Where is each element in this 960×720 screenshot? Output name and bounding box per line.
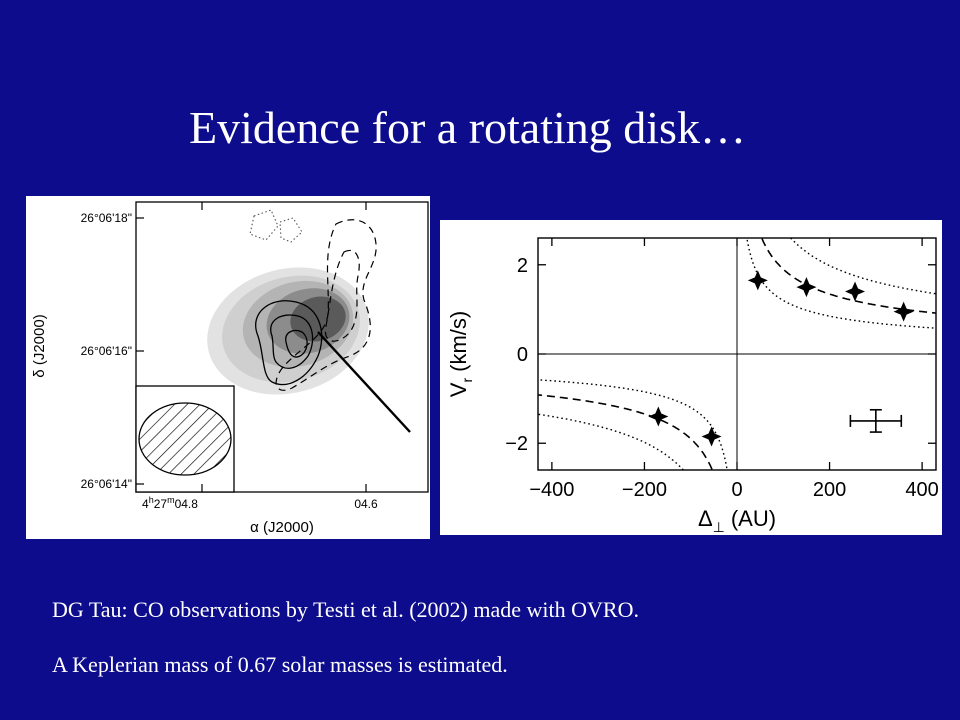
map-ylabel: δ (J2000)	[31, 314, 48, 377]
x-tick-label: 200	[813, 479, 846, 501]
x-tick-label: 400	[905, 479, 938, 501]
solid-contour-outer	[255, 300, 323, 386]
data-point	[796, 277, 817, 298]
data-point	[845, 281, 866, 302]
x-tick-label: 0	[731, 479, 742, 501]
dotted-contour-2	[279, 217, 303, 243]
caption-line-2: A Keplerian mass of 0.67 solar masses is…	[52, 652, 508, 677]
zero-lines	[538, 238, 936, 470]
plot-ylabel: Vr(km/s)	[446, 311, 475, 397]
map-xlabel: α (J2000)	[250, 519, 314, 536]
model-curve-dotted	[537, 413, 684, 471]
plot-xlabel: Δ⊥ (AU)	[698, 506, 776, 535]
x-tick-label: −400	[529, 479, 574, 501]
data-point	[701, 426, 722, 447]
contour-map-panel: 26°06'18" 26°06'16" 26°06'14" 4h27m04.8 …	[26, 196, 430, 539]
solid-contour-inner	[285, 329, 308, 358]
rotation-curve-svg: −400 −200 0 200 400 −2 0 2 Δ⊥ (AU) Vr(km/s)	[446, 237, 939, 535]
data-points	[648, 270, 914, 447]
map-frame	[135, 201, 429, 493]
y-tick-label: 2	[517, 255, 528, 277]
slide-title: Evidence for a rotating disk…	[189, 102, 746, 153]
model-curve-dotted	[790, 237, 937, 295]
y-tick-label: −2	[505, 433, 528, 455]
synthesized-beam	[138, 402, 232, 476]
map-xtick-label-1: 4h27m04.8	[142, 495, 198, 511]
typical-error-bar	[849, 408, 903, 433]
data-point	[747, 270, 768, 291]
plot-ticks: −400 −200 0 200 400 −2 0 2	[505, 238, 939, 501]
solid-contour-middle	[270, 314, 314, 369]
dashed-contour-inner	[324, 249, 360, 342]
data-point	[893, 301, 914, 322]
dotted-contour-1	[249, 209, 279, 241]
map-ytick-label: 26°06'18"	[81, 211, 132, 225]
map-ticks	[136, 202, 367, 492]
model-curve-dotted	[746, 239, 937, 329]
caption-line-1: DG Tau: CO observations by Testi et al. …	[52, 597, 639, 622]
map-ytick-label: 26°06'14"	[81, 477, 132, 491]
model-curve-dashed	[537, 394, 713, 470]
rotation-curve-panel: −400 −200 0 200 400 −2 0 2 Δ⊥ (AU) Vr(km/s)	[440, 220, 942, 535]
x-tick-label: −200	[622, 479, 667, 501]
map-ytick-label: 26°06'16"	[81, 344, 132, 358]
contour-map-svg: 26°06'18" 26°06'16" 26°06'14" 4h27m04.8 …	[31, 201, 429, 536]
model-curve-dashed	[761, 238, 937, 314]
axis-line	[317, 331, 411, 433]
data-point	[648, 406, 669, 427]
y-tick-label: 0	[517, 344, 528, 366]
model-curve-dotted	[537, 379, 728, 469]
map-xtick-label-2: 04.6	[354, 497, 378, 511]
